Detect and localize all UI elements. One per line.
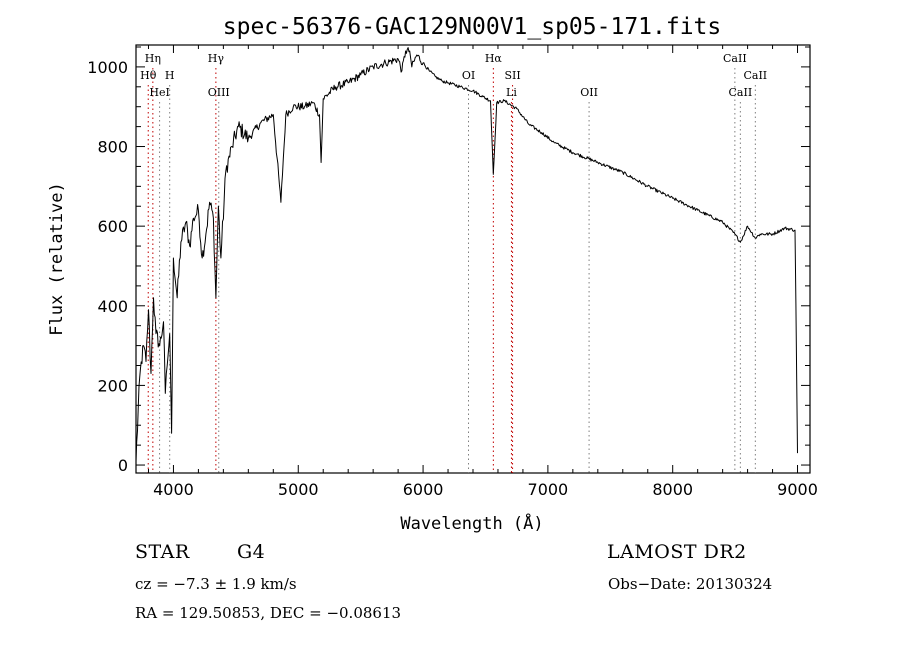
object-class: STAR <box>135 541 190 563</box>
x-tick-label: 6000 <box>403 480 444 499</box>
x-axis-label: Wavelength (Å) <box>400 512 543 534</box>
line-label: CaII <box>723 52 747 65</box>
axis-ticks: 4000 5000 6000 7000 8000 9000 0 200 400 600 800 100… <box>87 45 818 499</box>
line-label: OII <box>580 86 598 99</box>
y-tick-label: 200 <box>97 376 128 395</box>
line-label: CaII <box>743 69 767 82</box>
chart-title: spec-56376-GAC129N00V1_sp05-171.fits <box>223 14 722 40</box>
x-tick-label: 5000 <box>278 480 319 499</box>
y-tick-label: 0 <box>118 456 128 475</box>
y-axis-label: Flux (relative) <box>47 182 67 336</box>
line-label: Hθ <box>140 69 157 82</box>
object-subclass: G4 <box>237 541 266 563</box>
line-label: SII <box>504 69 520 82</box>
line-label: HeI <box>149 86 169 99</box>
obs-date: Obs−Date: 20130324 <box>608 575 773 593</box>
y-tick-label: 1000 <box>87 58 128 77</box>
plot-frame <box>135 44 811 474</box>
survey-name: LAMOST DR2 <box>607 541 747 563</box>
line-label: H <box>165 69 175 82</box>
line-label: Hγ <box>208 52 225 65</box>
spectrum-line <box>135 47 798 462</box>
coordinates: RA = 129.50853, DEC = −0.08613 <box>135 604 402 622</box>
line-label: OI <box>462 69 475 82</box>
line-label: CaII <box>729 86 753 99</box>
y-tick-label: 400 <box>97 297 128 316</box>
line-label: Hα <box>485 52 503 65</box>
x-tick-label: 4000 <box>153 480 194 499</box>
y-tick-label: 800 <box>97 138 128 157</box>
x-tick-label: 7000 <box>528 480 569 499</box>
y-tick-label: 600 <box>97 217 128 236</box>
line-markers <box>147 68 756 473</box>
line-label: Li <box>506 86 517 99</box>
spectrum-series <box>135 47 798 462</box>
line-label: Hη <box>145 52 161 65</box>
redshift-info: cz = −7.3 ± 1.9 km/s <box>135 575 297 593</box>
x-tick-label: 8000 <box>652 480 693 499</box>
line-label: OIII <box>208 86 230 99</box>
x-tick-label: 9000 <box>777 480 818 499</box>
